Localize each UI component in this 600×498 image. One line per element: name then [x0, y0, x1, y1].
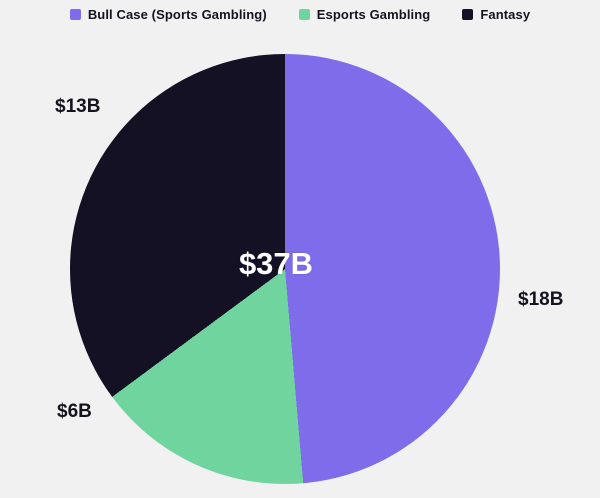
- pie-graphic: [70, 54, 500, 484]
- pie-total-label: $37B: [238, 246, 314, 281]
- slice-value-label-esports: $6B: [57, 401, 92, 422]
- legend-swatch-esports-icon: [298, 9, 310, 20]
- legend-swatch-fantasy-icon: [462, 9, 474, 20]
- slice-value-label-fantasy: $13B: [55, 96, 101, 117]
- legend-item-bull-case: Bull Case (Sports Gambling): [69, 7, 267, 22]
- legend-swatch-bull-case-icon: [69, 9, 81, 20]
- legend-label-fantasy: Fantasy: [480, 7, 531, 22]
- chart-legend: Bull Case (Sports Gambling) Esports Gamb…: [0, 7, 600, 22]
- legend-item-esports: Esports Gambling: [298, 7, 431, 22]
- legend-item-fantasy: Fantasy: [462, 7, 530, 22]
- legend-label-bull-case: Bull Case (Sports Gambling): [87, 7, 267, 22]
- slice-value-label-bull-case: $18B: [518, 289, 564, 310]
- legend-label-esports: Esports Gambling: [316, 7, 431, 22]
